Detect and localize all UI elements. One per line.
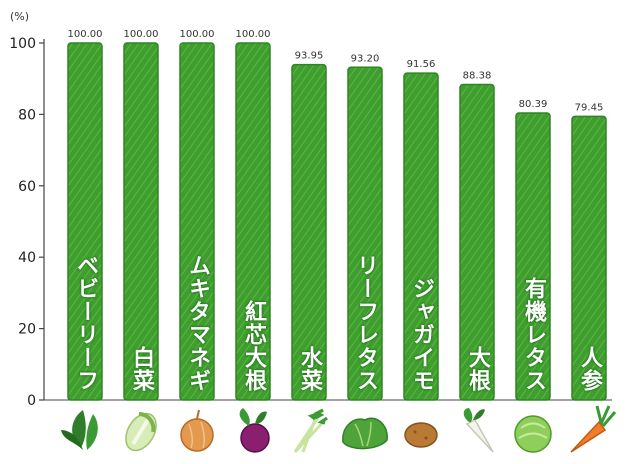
red-radish-icon (239, 408, 270, 453)
y-tick-label: 40 (18, 250, 36, 266)
bar-value-label: 100.00 (236, 29, 271, 40)
category-label: ベビーリーフ (73, 254, 98, 392)
category-label: 大根 (465, 346, 490, 392)
category-label: リーフレタス (353, 254, 378, 392)
y-tick-label: 60 (18, 179, 36, 195)
category-label: 有機レタス (521, 277, 546, 392)
onion-icon (180, 409, 214, 452)
chinese-cabbage-icon (125, 412, 157, 452)
bar-value-label: 100.00 (124, 29, 159, 40)
category-label: 水菜 (297, 346, 322, 392)
daikon-icon (463, 408, 494, 453)
bar-value-label: 93.95 (295, 51, 324, 62)
bar (235, 42, 271, 401)
y-unit-label: (%) (10, 10, 29, 23)
bar-value-label: 100.00 (68, 29, 103, 40)
y-tick-label: 20 (18, 322, 36, 338)
bar (67, 42, 103, 401)
category-label: 紅芯大根 (241, 300, 266, 392)
bar-value-label: 91.56 (407, 59, 436, 70)
bar (515, 112, 551, 401)
leaf-lettuce-icon (342, 417, 388, 450)
bar-value-label: 88.38 (463, 70, 492, 81)
category-label: ジャガイモ (409, 277, 434, 392)
potato-icon (404, 422, 438, 448)
y-tick-label: 0 (27, 393, 36, 409)
bar-value-label: 80.39 (519, 99, 548, 110)
lettuce-icon (514, 415, 552, 453)
bar (571, 115, 607, 401)
y-tick-label: 80 (18, 107, 36, 123)
carrot-icon (570, 405, 617, 453)
baby-leaf-icon (61, 410, 98, 450)
category-label: 人参 (577, 346, 602, 392)
bar (123, 42, 159, 401)
y-tick-label: 100 (9, 36, 36, 52)
category-label: 白菜 (129, 346, 154, 392)
mizuna-icon (293, 408, 329, 454)
bar (459, 83, 495, 401)
bar (179, 42, 215, 401)
bar (403, 72, 439, 401)
category-label: ムキタマネギ (185, 254, 210, 392)
bar-value-label: 79.45 (575, 102, 604, 113)
bar-value-label: 93.20 (351, 53, 380, 64)
bar (347, 66, 383, 401)
bar (291, 63, 327, 401)
bar-value-label: 100.00 (180, 29, 215, 40)
